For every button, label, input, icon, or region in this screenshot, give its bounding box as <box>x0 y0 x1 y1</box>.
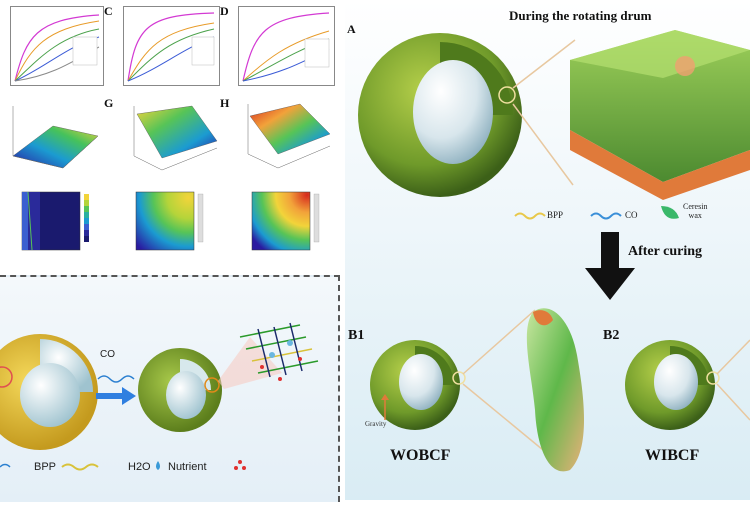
crosslinked-network-icon <box>239 322 319 381</box>
colorbar-2 <box>197 193 204 243</box>
contour-svg-2 <box>135 191 204 251</box>
panel-letter-c: C <box>104 4 113 18</box>
bpp-legend-label: BPP <box>34 461 57 473</box>
panel-letter-d: D <box>220 4 229 18</box>
wax-legend-label-line2: wax <box>688 211 702 220</box>
panel-letter-b2: B2 <box>603 328 620 343</box>
wax-legend-label: Ceresin wax <box>683 202 707 220</box>
co-coating-arrow <box>96 375 136 405</box>
surface-plot-g <box>122 96 222 176</box>
surface-plot-f <box>8 96 103 176</box>
co-legend-label-right: CO <box>625 210 638 220</box>
curing-arrow-label: After curing <box>628 244 702 259</box>
surface-svg-1 <box>12 106 99 169</box>
surface-svg-3 <box>247 103 331 169</box>
release-curves-svg <box>14 14 100 82</box>
wobcf-label: WOBCF <box>390 447 451 464</box>
co-legend-icon <box>0 463 11 468</box>
bpp-legend-icon <box>61 463 99 471</box>
nutrient-icon <box>234 460 246 470</box>
drum-coating-panel: A During the rotating drum <box>345 0 750 500</box>
zoom-line-b2b <box>716 383 750 421</box>
wobcf-granule <box>370 340 466 430</box>
contour-svg-3 <box>251 191 320 251</box>
zoom-line-a2 <box>512 103 574 186</box>
release-curves-svg-3 <box>242 12 330 82</box>
surface-plot-h <box>238 96 336 176</box>
panel-letter-g: G <box>104 96 114 110</box>
panel-letter-a: A <box>347 22 356 36</box>
surface-svg-2 <box>133 105 218 171</box>
colorbar-3 <box>313 193 320 243</box>
curing-arrow <box>585 232 635 300</box>
co-arrow-label: CO <box>100 349 115 360</box>
zoom-line-b1a <box>462 309 536 375</box>
coating-cross-section <box>570 30 750 200</box>
release-curve-plot-d <box>238 6 335 86</box>
coated-granule <box>138 337 282 432</box>
panel-letter-b1: B1 <box>348 328 365 343</box>
nutrient-legend-label: Nutrient <box>168 461 207 473</box>
wax-legend-icon <box>661 206 679 219</box>
drum-illustration-svg <box>358 30 750 472</box>
bpp-legend-label-right: BPP <box>547 210 564 220</box>
colorbar-1 <box>84 194 89 242</box>
contour-plot-2 <box>122 190 222 262</box>
contour-plot-3 <box>238 190 336 262</box>
release-curves-svg-2 <box>127 12 215 82</box>
contour-svg-1 <box>21 191 89 251</box>
co-legend-icon-right <box>590 212 622 220</box>
coating-scheme-panel: CO BPP H2O Nutrient <box>0 275 340 502</box>
plots-grid: C D E <box>0 0 340 272</box>
wibcf-granule <box>625 340 720 430</box>
zoom-line-a1 <box>512 39 576 89</box>
contour-plot-1 <box>8 190 106 262</box>
zoom-line-b2a <box>716 339 750 375</box>
release-curve-plot-c <box>123 6 220 86</box>
drum-title: During the rotating drum <box>509 8 652 23</box>
zoom-line-b1b <box>462 383 544 451</box>
bpp-legend-icon-right <box>514 212 546 220</box>
release-curve-plot-b <box>10 6 104 86</box>
water-drop-icon <box>156 461 160 470</box>
wax-legend-label-line1: Ceresin <box>683 202 708 211</box>
water-legend-label: H2O <box>128 461 151 473</box>
gravity-label: Gravity <box>365 420 387 428</box>
wibcf-label: WIBCF <box>645 447 700 464</box>
wobcf-coating-piece <box>526 308 585 472</box>
coating-scheme-svg <box>0 322 319 471</box>
coated-granule-large <box>358 33 522 197</box>
panel-letter-h: H <box>220 96 230 110</box>
uncoated-granule <box>0 334 98 450</box>
